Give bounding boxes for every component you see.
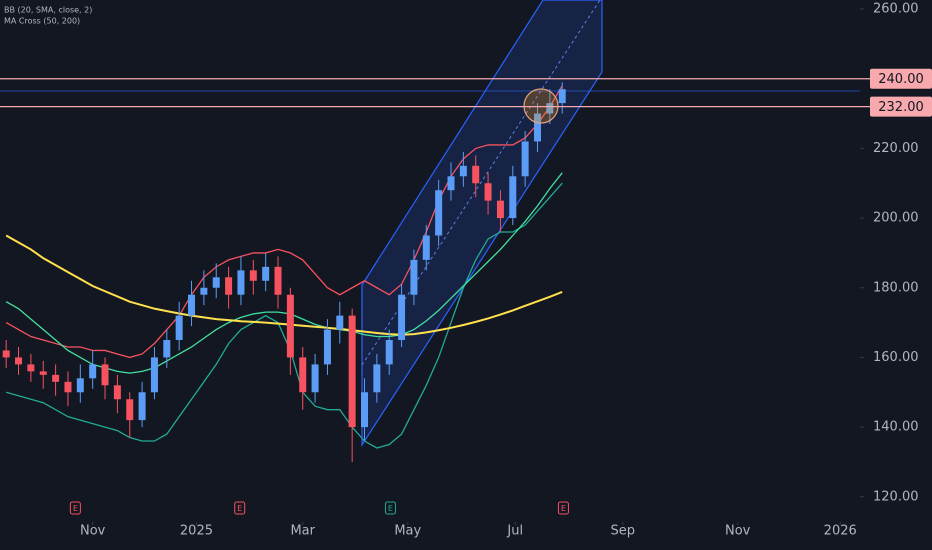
- level-label: 240.00: [878, 72, 924, 87]
- indicator-label: MA Cross (50, 200): [4, 17, 80, 26]
- candle-body: [336, 315, 344, 330]
- candle-body: [200, 287, 208, 295]
- candle-body: [348, 315, 356, 428]
- event-label: E: [561, 504, 566, 513]
- y-tick-label: 180.00: [873, 280, 919, 295]
- event-marker: [384, 501, 396, 515]
- indicator-line: [6, 182, 563, 449]
- candle-body: [422, 235, 430, 260]
- y-tick-label: 120.00: [873, 489, 919, 504]
- candle-body: [323, 329, 331, 365]
- candle-body: [447, 176, 455, 191]
- candle-body: [496, 200, 504, 219]
- candle-body: [410, 259, 418, 295]
- candle-body: [27, 364, 35, 372]
- x-tick-label: May: [394, 524, 421, 539]
- candle-body: [521, 141, 529, 177]
- event-label: E: [388, 504, 393, 513]
- x-tick-label: 2025: [180, 524, 213, 539]
- level-label-box: [870, 68, 932, 89]
- candle-body: [237, 270, 245, 295]
- candle-body: [52, 374, 60, 382]
- level-label: 232.00: [878, 100, 924, 115]
- candle-body: [101, 364, 109, 386]
- candle-body: [472, 165, 480, 184]
- candle-body: [15, 357, 23, 365]
- event-label: E: [73, 504, 78, 513]
- candle-body: [311, 364, 319, 393]
- candle-body: [373, 364, 381, 393]
- highlight-circle: [523, 88, 559, 124]
- candle-body: [398, 294, 406, 341]
- indicator-line: [5, 234, 563, 336]
- y-tick-label: 200.00: [873, 211, 919, 226]
- candle-body: [546, 103, 554, 114]
- candle-body: [299, 357, 307, 393]
- level-label-box: [870, 96, 932, 117]
- candle-body: [175, 315, 183, 341]
- candle-body: [484, 183, 492, 201]
- event-marker: [557, 501, 569, 515]
- candle-body: [459, 165, 467, 177]
- candle-body: [534, 113, 541, 142]
- candle-body: [188, 294, 196, 316]
- candle-body: [150, 357, 158, 393]
- event-marker: [234, 501, 246, 515]
- candle-body: [212, 277, 220, 288]
- candle-body: [138, 392, 146, 421]
- candle-body: [89, 364, 97, 379]
- candle-body: [385, 340, 393, 365]
- x-tick-label: Sep: [611, 524, 636, 539]
- candle-body: [435, 190, 443, 236]
- candle-body: [64, 381, 72, 393]
- x-tick-label: Nov: [725, 524, 751, 539]
- indicator-label: BB (20, SMA, close, 2): [4, 6, 92, 15]
- candle-body: [2, 350, 10, 358]
- event-marker: [69, 501, 81, 515]
- indicator-line: [5, 172, 563, 374]
- candle-body: [163, 340, 171, 358]
- candle-body: [558, 89, 566, 104]
- plot: [2, 82, 566, 462]
- candle-body: [113, 385, 121, 400]
- x-tick-label: Nov: [80, 524, 106, 539]
- candle-body: [126, 399, 134, 421]
- candle-body: [509, 176, 517, 219]
- candle-body: [274, 266, 282, 295]
- candle-body: [262, 266, 270, 281]
- y-tick-label: 220.00: [873, 141, 919, 156]
- candle-body: [286, 294, 294, 358]
- candle-body: [361, 392, 369, 428]
- candle-body: [225, 277, 233, 295]
- event-label: E: [237, 504, 242, 513]
- x-tick-label: Jul: [506, 524, 523, 539]
- indicator-line: [5, 85, 563, 359]
- y-tick-label: 260.00: [873, 2, 919, 17]
- candle-body: [76, 378, 84, 393]
- candle-body: [249, 270, 257, 281]
- x-tick-label: 2026: [824, 524, 857, 539]
- y-tick-label: 140.00: [873, 420, 919, 435]
- y-tick-label: 160.00: [873, 350, 919, 365]
- x-tick-label: Mar: [290, 524, 315, 539]
- candle-body: [39, 371, 47, 375]
